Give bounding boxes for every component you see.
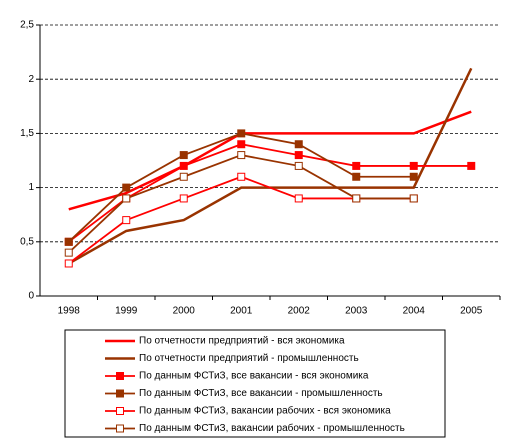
legend-label: По данным ФСТиЗ, вакансии рабочих - пром… — [139, 422, 405, 434]
marker — [122, 194, 131, 203]
y-tick-label: 2,5 — [20, 20, 34, 31]
series-line — [68, 110, 472, 211]
marker — [352, 172, 361, 181]
marker — [409, 172, 418, 181]
marker — [237, 151, 246, 160]
marker — [179, 161, 188, 170]
x-tick-label: 1999 — [115, 306, 138, 317]
marker — [64, 237, 73, 246]
legend-marker — [116, 372, 124, 380]
legend-label: По данным ФСТиЗ, все вакансии - промышле… — [139, 388, 383, 399]
marker — [64, 248, 73, 257]
legend-marker — [116, 407, 124, 415]
marker — [294, 161, 303, 170]
x-tick-label: 2001 — [230, 306, 253, 317]
x-tick-label: 2002 — [288, 306, 311, 317]
marker — [352, 161, 361, 170]
marker — [122, 216, 131, 225]
marker — [237, 172, 246, 181]
marker — [237, 129, 246, 138]
y-tick-label: 1,5 — [20, 128, 34, 139]
marker — [64, 259, 73, 268]
marker — [179, 172, 188, 181]
x-tick-label: 2005 — [460, 306, 483, 317]
marker — [179, 194, 188, 203]
marker — [237, 140, 246, 149]
series-line — [68, 154, 414, 254]
series-line — [68, 175, 414, 265]
y-tick-label: 0 — [28, 291, 34, 302]
y-tick-label: 1 — [28, 182, 34, 193]
marker — [352, 194, 361, 203]
legend-label: По данным ФСТиЗ, все вакансии - вся экон… — [139, 371, 369, 382]
legend-label: По данным ФСТиЗ, вакансии рабочих - вся … — [139, 405, 391, 417]
marker — [409, 194, 418, 203]
legend-marker — [116, 424, 124, 433]
marker — [294, 194, 303, 203]
marker — [122, 183, 131, 192]
legend-label: По отчетности предприятий - вся экономик… — [139, 336, 345, 347]
x-tick-label: 2004 — [403, 306, 426, 317]
marker — [409, 161, 418, 170]
x-tick-label: 1998 — [58, 306, 81, 317]
series-line — [68, 143, 472, 243]
marker — [467, 161, 476, 170]
marker — [294, 151, 303, 160]
legend-box — [64, 329, 446, 438]
x-tick-label: 2003 — [345, 306, 368, 317]
marker — [294, 140, 303, 149]
y-tick-label: 0,5 — [20, 236, 34, 247]
x-tick-label: 2000 — [173, 306, 196, 317]
y-tick-label: 2 — [28, 74, 34, 85]
legend-marker — [116, 389, 124, 398]
marker — [179, 151, 188, 160]
legend-label: По отчетности предприятий - промышленнос… — [139, 353, 359, 364]
